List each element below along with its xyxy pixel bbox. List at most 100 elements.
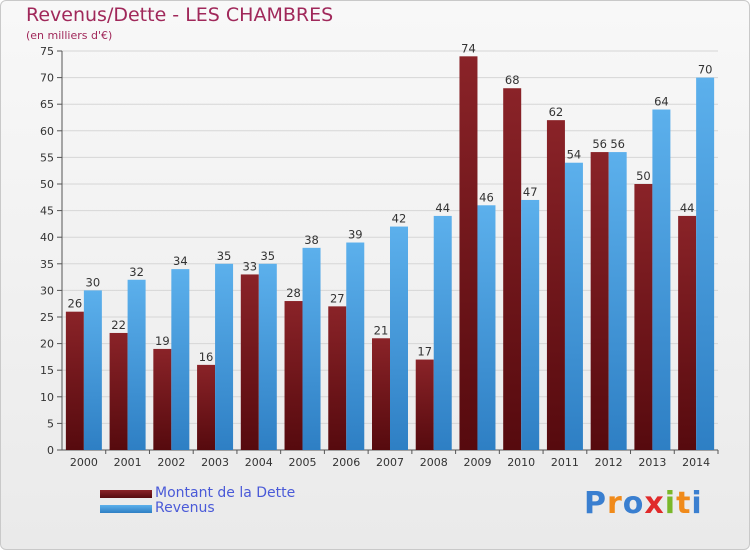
bar-revenus	[477, 205, 496, 450]
y-tick-label: 10	[40, 391, 54, 404]
data-label-dette: 26	[68, 297, 83, 311]
legend-swatch-revenus	[100, 505, 152, 513]
y-tick-label: 65	[40, 98, 54, 111]
bar-dette	[459, 56, 478, 450]
bar-revenus	[521, 199, 540, 450]
legend-label-revenus: Revenus	[155, 500, 215, 516]
y-tick-label: 15	[40, 364, 54, 377]
y-tick-label: 45	[40, 205, 54, 218]
bar-dette	[546, 120, 565, 450]
y-tick-label: 40	[40, 231, 54, 244]
data-label-dette: 28	[286, 286, 301, 300]
x-tick-label: 2002	[157, 456, 185, 469]
legend-swatch-dette	[100, 490, 152, 498]
data-label-revenus: 35	[260, 249, 275, 263]
x-tick-label: 2001	[114, 456, 142, 469]
data-label-dette: 16	[199, 350, 214, 364]
y-tick-label: 55	[40, 151, 54, 164]
bar-dette	[153, 348, 172, 450]
x-tick-label: 2006	[332, 456, 360, 469]
x-tick-label: 2004	[245, 456, 273, 469]
chart-subtitle: (en milliers d'€)	[26, 29, 113, 42]
data-label-dette: 50	[636, 169, 651, 183]
bar-revenus	[127, 279, 146, 450]
x-tick-label: 2007	[376, 456, 404, 469]
data-label-dette: 21	[374, 323, 389, 337]
y-tick-label: 75	[40, 45, 54, 58]
bar-dette	[284, 301, 303, 450]
data-label-dette: 68	[505, 73, 520, 87]
bar-revenus	[302, 247, 321, 450]
y-tick-label: 30	[40, 284, 54, 297]
bar-dette	[197, 364, 216, 450]
y-tick-label: 70	[40, 72, 54, 85]
logo-letter: P	[584, 486, 607, 521]
logo-letter: i	[691, 486, 703, 521]
data-label-revenus: 34	[173, 254, 188, 268]
y-tick-label: 0	[47, 444, 54, 457]
bar-revenus	[390, 226, 408, 450]
bar-revenus	[696, 77, 715, 450]
bar-revenus	[171, 269, 190, 450]
legend-label-dette: Montant de la Dette	[155, 485, 296, 501]
bar-revenus	[433, 215, 452, 450]
bar-dette	[372, 338, 390, 450]
data-label-revenus: 47	[523, 185, 538, 199]
x-tick-label: 2014	[682, 456, 710, 469]
logo-letter: i	[664, 486, 677, 521]
bar-dette	[415, 359, 434, 450]
x-tick-label: 2011	[551, 456, 579, 469]
data-label-revenus: 44	[435, 201, 450, 215]
y-tick-label: 60	[40, 125, 54, 138]
bar-revenus	[652, 109, 671, 451]
bar-dette	[65, 311, 84, 450]
bar-dette	[634, 184, 653, 450]
data-label-revenus: 64	[654, 95, 669, 109]
bar-revenus	[215, 263, 234, 450]
data-label-revenus: 32	[129, 265, 144, 279]
data-label-revenus: 56	[610, 137, 625, 151]
bar-dette	[240, 274, 259, 450]
x-tick-label: 2013	[638, 456, 666, 469]
data-label-dette: 44	[680, 201, 695, 215]
bar-dette	[328, 306, 347, 450]
x-tick-label: 2005	[289, 456, 317, 469]
data-label-dette: 22	[111, 318, 126, 332]
x-tick-label: 2010	[507, 456, 535, 469]
bar-revenus	[258, 263, 277, 450]
bar-revenus	[564, 162, 583, 450]
logo-letter: r	[607, 486, 623, 521]
data-label-revenus: 54	[567, 148, 582, 162]
data-label-revenus: 46	[479, 190, 494, 204]
data-label-revenus: 35	[217, 249, 232, 263]
proxiti-logo: Proxiti	[584, 486, 703, 521]
data-label-revenus: 38	[304, 233, 319, 247]
logo-letter: t	[676, 486, 692, 521]
y-tick-label: 35	[40, 258, 54, 271]
logo-letter: o	[622, 486, 645, 521]
data-label-revenus: 30	[86, 275, 101, 289]
data-label-dette: 17	[417, 345, 432, 359]
bar-dette	[503, 88, 522, 451]
data-label-revenus: 70	[698, 63, 713, 77]
x-tick-label: 2009	[463, 456, 491, 469]
y-tick-label: 20	[40, 338, 54, 351]
data-label-dette: 33	[242, 259, 257, 273]
x-tick-label: 2000	[70, 456, 98, 469]
bar-revenus	[83, 290, 102, 450]
data-label-dette: 19	[155, 334, 170, 348]
logo-letter: x	[644, 486, 665, 521]
x-tick-label: 2003	[201, 456, 229, 469]
data-label-dette: 74	[461, 41, 476, 55]
data-label-dette: 56	[592, 137, 607, 151]
chart-title: Revenus/Dette - LES CHAMBRES	[26, 4, 334, 26]
y-tick-label: 50	[40, 178, 54, 191]
data-label-dette: 27	[330, 291, 345, 305]
y-tick-label: 5	[47, 417, 54, 430]
bar-dette	[590, 152, 609, 450]
x-tick-label: 2012	[595, 456, 623, 469]
data-label-dette: 62	[549, 105, 564, 119]
data-label-revenus: 42	[392, 212, 407, 226]
x-tick-label: 2008	[420, 456, 448, 469]
